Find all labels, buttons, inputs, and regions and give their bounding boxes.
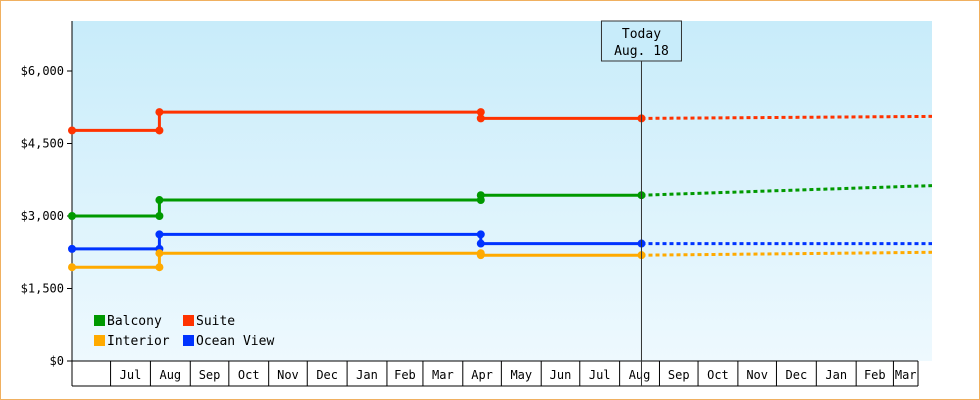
series-balcony	[68, 184, 933, 220]
y-tick-label: $0	[50, 354, 64, 368]
x-tick-label: Dec	[316, 368, 338, 382]
data-point[interactable]	[155, 249, 164, 258]
legend-label: Balcony	[107, 314, 162, 329]
y-tick-label: $3,000	[21, 209, 64, 223]
data-point[interactable]	[68, 244, 76, 253]
x-tick-label: Mar	[895, 368, 917, 382]
x-tick-label: Jan	[356, 368, 378, 382]
y-axis: $0 $1,500 $3,000 $4,500 $6,000	[21, 21, 73, 368]
x-tick-label: May	[510, 368, 532, 382]
today-date-label: Aug. 18	[614, 44, 669, 59]
legend-swatch	[94, 315, 105, 326]
series-layer	[68, 108, 933, 272]
x-tick-label: Nov	[277, 368, 299, 382]
y-tick-label: $1,500	[21, 282, 64, 296]
data-point[interactable]	[155, 212, 164, 220]
legend-label: Interior	[107, 334, 170, 349]
today-label: Today	[622, 27, 661, 42]
x-tick-label: Jul	[589, 368, 611, 382]
data-point[interactable]	[476, 108, 485, 117]
today-marker: Today Aug. 18	[600, 20, 682, 386]
x-tick-label: Sep	[668, 368, 690, 382]
x-tick-label: Nov	[746, 368, 768, 382]
legend-label: Suite	[196, 314, 235, 329]
data-point[interactable]	[476, 251, 485, 260]
series-line	[72, 110, 642, 132]
y-tick-label: $4,500	[21, 137, 64, 151]
x-axis: Jul Aug Sep Oct Nov Dec Jan Feb Mar Apr May Jun Jul A…	[71, 360, 919, 387]
x-tick-label: Aug	[629, 368, 651, 382]
x-tick-label: Feb	[394, 368, 416, 382]
x-tick-label: Mar	[432, 368, 454, 382]
series-line	[72, 193, 642, 218]
series-line	[72, 232, 642, 251]
legend-swatch	[94, 335, 105, 346]
data-point[interactable]	[476, 191, 485, 200]
x-tick-label: Aug	[159, 368, 181, 382]
legend-item[interactable]: Ocean View	[183, 334, 274, 349]
data-point[interactable]	[476, 114, 485, 123]
legend: Balcony Suite Interior Ocean View	[94, 314, 274, 349]
x-tick-label: Jun	[550, 368, 572, 382]
data-point[interactable]	[476, 239, 485, 248]
x-tick-label: Apr	[471, 368, 493, 382]
data-point[interactable]	[68, 126, 76, 135]
legend-item[interactable]: Interior	[94, 334, 170, 349]
x-tick-label: Sep	[199, 368, 221, 382]
legend-label: Ocean View	[196, 334, 274, 349]
legend-swatch	[183, 315, 194, 326]
data-point[interactable]	[155, 108, 164, 117]
legend-item[interactable]: Suite	[183, 314, 235, 329]
x-tick-label: Oct	[238, 368, 260, 382]
data-point[interactable]	[476, 230, 485, 239]
series-line	[72, 251, 642, 269]
legend-swatch	[183, 335, 194, 346]
data-point[interactable]	[68, 263, 76, 272]
series-interior	[68, 249, 933, 272]
y-tick-label: $6,000	[21, 64, 64, 78]
data-point[interactable]	[155, 263, 164, 272]
x-tick-label: Jul	[120, 368, 142, 382]
series-suite	[68, 108, 933, 135]
today-label-box	[600, 20, 682, 62]
x-tick-label: Dec	[786, 368, 808, 382]
data-point[interactable]	[155, 126, 164, 135]
data-point[interactable]	[155, 230, 164, 239]
data-point[interactable]	[155, 196, 164, 205]
data-point[interactable]	[68, 212, 76, 220]
x-tick-label: Oct	[707, 368, 729, 382]
x-tick-label: Feb	[864, 368, 886, 382]
x-tick-label: Jan	[825, 368, 847, 382]
legend-item[interactable]: Balcony	[94, 314, 162, 329]
